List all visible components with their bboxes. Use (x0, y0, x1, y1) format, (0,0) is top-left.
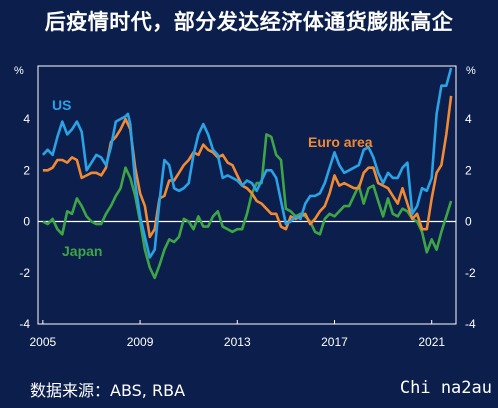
right-unit-label: % (466, 65, 476, 77)
watermark: Chi na2au (399, 378, 492, 398)
y-tick-right: 4 (465, 112, 472, 126)
x-tick-label: 2005 (30, 335, 57, 349)
chart-title: 后疫情时代，部分发达经济体通货膨胀高企 (44, 10, 454, 34)
plot-frame (37, 65, 457, 325)
x-tick-label: 2017 (321, 335, 348, 349)
y-tick-left: -4 (19, 317, 30, 331)
x-tick-label: 2021 (418, 335, 445, 349)
source-note: 数据来源：ABS, RBA (30, 381, 186, 400)
series-label-us: US (52, 97, 71, 113)
y-tick-right: 2 (465, 163, 472, 177)
x-tick-label: 2009 (127, 335, 154, 349)
series-label-euro-area: Euro area (308, 134, 373, 150)
x-tick-labels: 2005 2009 2013 2017 2021 (30, 320, 445, 349)
series-line-us (41, 67, 453, 259)
series-line-japan (42, 133, 453, 280)
y-tick-right: -4 (465, 317, 476, 331)
y-tick-left: 2 (23, 163, 30, 177)
y-tick-right: -2 (465, 266, 476, 280)
y-tick-left: -2 (19, 266, 30, 280)
series-labels: US Euro area Japan (52, 97, 373, 259)
series-label-japan: Japan (62, 243, 102, 259)
y-tick-left: 0 (23, 215, 30, 229)
y-tick-labels: -4 -4 -2 -2 0 0 2 2 4 4 (19, 112, 476, 331)
left-unit-label: % (14, 65, 24, 77)
y-tick-left: 4 (23, 112, 30, 126)
y-tick-right: 0 (465, 215, 472, 229)
x-tick-label: 2013 (224, 335, 251, 349)
series-lines (41, 67, 453, 280)
